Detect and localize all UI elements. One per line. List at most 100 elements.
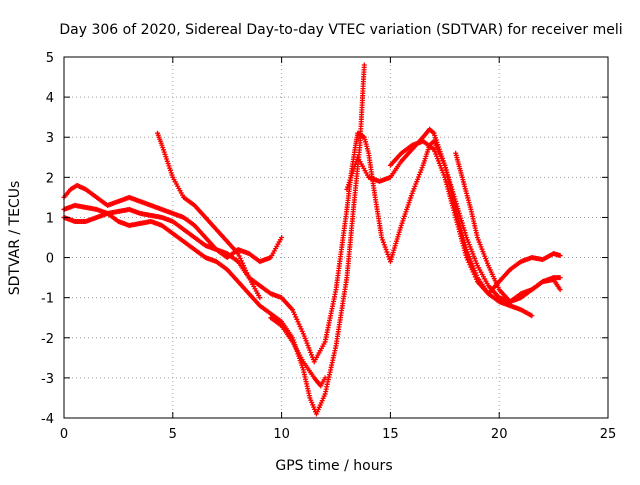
y-tick-label: 3 [46, 131, 54, 146]
data-point-marker [385, 251, 391, 257]
data-point-marker [302, 335, 308, 341]
data-point-marker [383, 247, 389, 253]
data-point-marker [529, 313, 535, 319]
series-sat-d [61, 182, 285, 265]
series-sat-h [453, 150, 563, 305]
data-point-marker [474, 260, 480, 266]
data-point-marker [476, 239, 482, 245]
data-point-marker [381, 242, 387, 248]
data-point-marker [417, 169, 423, 175]
y-tick-label: 4 [46, 91, 54, 106]
data-point-marker [410, 188, 416, 194]
data-point-marker [483, 256, 489, 262]
chart-title: Day 306 of 2020, Sidereal Day-to-day VTE… [59, 22, 622, 38]
data-point-marker [257, 295, 263, 301]
y-tick-label: -2 [41, 332, 54, 347]
data-point-marker [419, 165, 425, 171]
x-tick-label: 25 [600, 427, 617, 442]
y-tick-label: 2 [46, 171, 54, 186]
data-point-marker [303, 338, 309, 344]
data-point-marker [415, 176, 421, 182]
data-point-marker [306, 345, 312, 351]
data-point-marker [431, 146, 437, 152]
data-point-marker [440, 170, 446, 176]
data-point-marker [434, 153, 440, 159]
data-point-marker [470, 251, 476, 257]
data-point-marker [474, 235, 480, 240]
data-point-marker [384, 249, 390, 255]
data-point-marker [439, 167, 445, 173]
data-point-marker [473, 258, 479, 264]
data-point-marker [414, 179, 420, 185]
data-point-marker [300, 331, 306, 337]
data-point-marker [413, 181, 419, 187]
x-tick-label: 10 [273, 427, 290, 442]
data-point-marker [482, 253, 488, 259]
data-point-marker [361, 62, 367, 68]
data-point-marker [478, 244, 484, 250]
y-tick-label: -1 [41, 292, 54, 307]
data-point-marker [416, 174, 422, 180]
data-point-marker [479, 246, 485, 252]
data-point-marker [380, 237, 386, 243]
data-point-marker [307, 347, 313, 353]
data-point-marker [484, 258, 490, 264]
x-axis-label: GPS time / hours [275, 458, 392, 474]
data-point-marker [411, 186, 417, 192]
data-point-marker [380, 239, 386, 245]
data-point-marker [477, 242, 483, 248]
y-tick-label: -3 [41, 372, 54, 387]
data-point-marker [456, 210, 462, 216]
data-point-marker [322, 375, 328, 381]
data-point-marker [437, 163, 443, 169]
y-tick-label: -4 [41, 412, 54, 427]
data-point-marker [475, 237, 481, 243]
data-point-marker [308, 349, 314, 355]
y-tick-label: 5 [46, 51, 54, 66]
grid-lines [64, 57, 608, 418]
data-point-marker [416, 172, 422, 178]
data-point-marker [557, 253, 563, 259]
data-point-marker [468, 246, 474, 252]
data-point-marker [557, 275, 563, 281]
y-tick-label: 0 [46, 252, 54, 267]
x-tick-label: 15 [382, 427, 399, 442]
data-point-marker [304, 340, 310, 346]
data-point-marker [379, 235, 385, 240]
data-points [61, 62, 563, 417]
data-point-marker [471, 253, 477, 259]
data-point-marker [466, 254, 472, 260]
data-point-marker [279, 235, 285, 240]
data-point-marker [465, 251, 471, 257]
data-point-marker [438, 165, 444, 171]
data-point-marker [418, 167, 424, 173]
data-point-marker [481, 251, 487, 257]
data-point-marker [435, 158, 441, 164]
y-tick-label: 1 [46, 211, 54, 226]
data-point-marker [409, 190, 415, 196]
data-point-marker [435, 156, 441, 162]
y-axis-label: SDTVAR / TECUs [7, 181, 23, 296]
data-point-marker [309, 354, 315, 360]
data-point-marker [436, 160, 442, 166]
x-tick-label: 5 [169, 427, 177, 442]
data-point-marker [557, 287, 563, 293]
data-point-marker [309, 352, 315, 358]
plot-frame [63, 56, 609, 419]
data-point-marker [472, 256, 478, 262]
data-point-marker [382, 244, 388, 250]
data-point-marker [301, 333, 307, 339]
x-tick-label: 20 [491, 427, 508, 442]
data-point-marker [432, 149, 438, 155]
data-point-marker [412, 183, 418, 189]
data-point-marker [467, 244, 473, 250]
data-point-marker [469, 249, 475, 255]
data-point-marker [441, 172, 447, 178]
series-sat-e [268, 315, 328, 389]
axis-ticks: 0 5 10 15 20 25 -4 -3 -2 -1 0 1 2 3 4 5 [41, 51, 616, 442]
data-point-marker [484, 260, 490, 266]
x-tick-label: 0 [60, 427, 68, 442]
